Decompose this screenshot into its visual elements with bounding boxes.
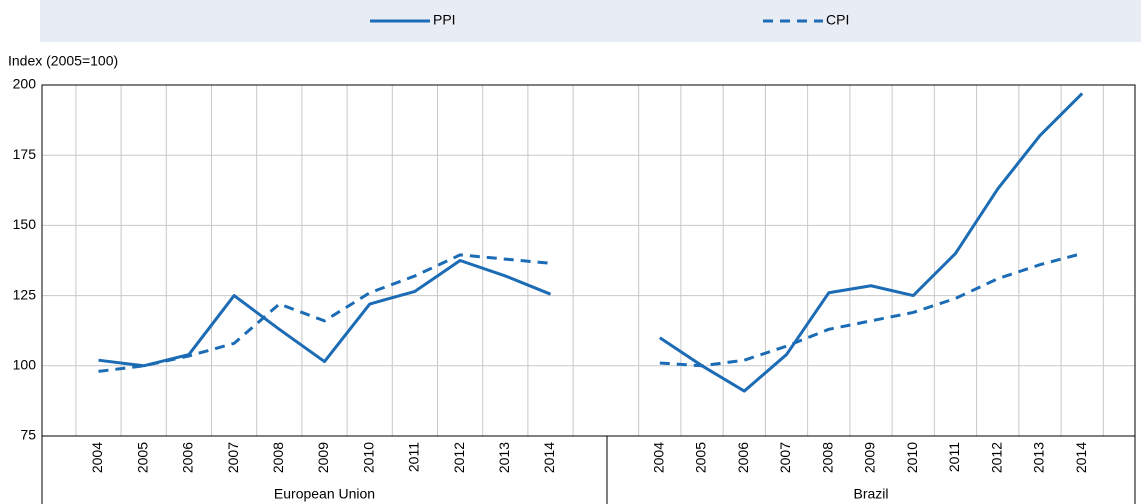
x-tick-label: 2004	[651, 442, 667, 473]
series-line	[98, 253, 551, 373]
x-tick-label: 2012	[451, 442, 467, 473]
plot-frame	[41, 84, 1136, 437]
x-tick-label: 2014	[1073, 442, 1089, 473]
x-tick-label: 2006	[735, 442, 751, 473]
x-tick-label: 2012	[988, 442, 1004, 473]
legend-label: PPI	[433, 12, 456, 28]
x-tick-label: 2006	[180, 442, 196, 473]
x-tick-label: 2004	[89, 442, 105, 473]
y-tick-label: 150	[13, 216, 37, 232]
y-tick-label: 200	[13, 76, 37, 92]
x-tick-label: 2005	[693, 442, 709, 473]
x-tick-label: 2009	[315, 442, 331, 473]
series-line	[658, 92, 1084, 393]
x-tick-label: 2008	[819, 442, 835, 473]
legend-label: CPI	[826, 12, 849, 28]
x-tick-label: 2014	[541, 442, 557, 473]
y-tick-label: 125	[13, 286, 37, 302]
group-label: Brazil	[853, 486, 888, 502]
y-tick-label: 75	[20, 427, 36, 443]
x-tick-label: 2010	[360, 442, 376, 473]
x-tick-label: 2010	[904, 442, 920, 473]
group-label: European Union	[274, 486, 375, 502]
y-axis-label: Index (2005=100)	[8, 53, 118, 69]
x-tick-label: 2007	[777, 442, 793, 473]
x-tick-label: 2008	[270, 442, 286, 473]
x-tick-label: 2011	[406, 442, 422, 472]
x-tick-label: 2005	[134, 442, 150, 473]
x-tick-label: 2009	[862, 442, 878, 473]
y-tick-label: 175	[13, 146, 37, 162]
series-line	[659, 252, 1083, 368]
y-tick-label: 100	[13, 357, 37, 373]
x-tick-label: 2011	[946, 442, 962, 472]
x-tick-label: 2013	[1031, 442, 1047, 473]
x-tick-label: 2007	[225, 442, 241, 473]
legend-band	[40, 0, 1141, 42]
x-tick-label: 2013	[496, 442, 512, 473]
